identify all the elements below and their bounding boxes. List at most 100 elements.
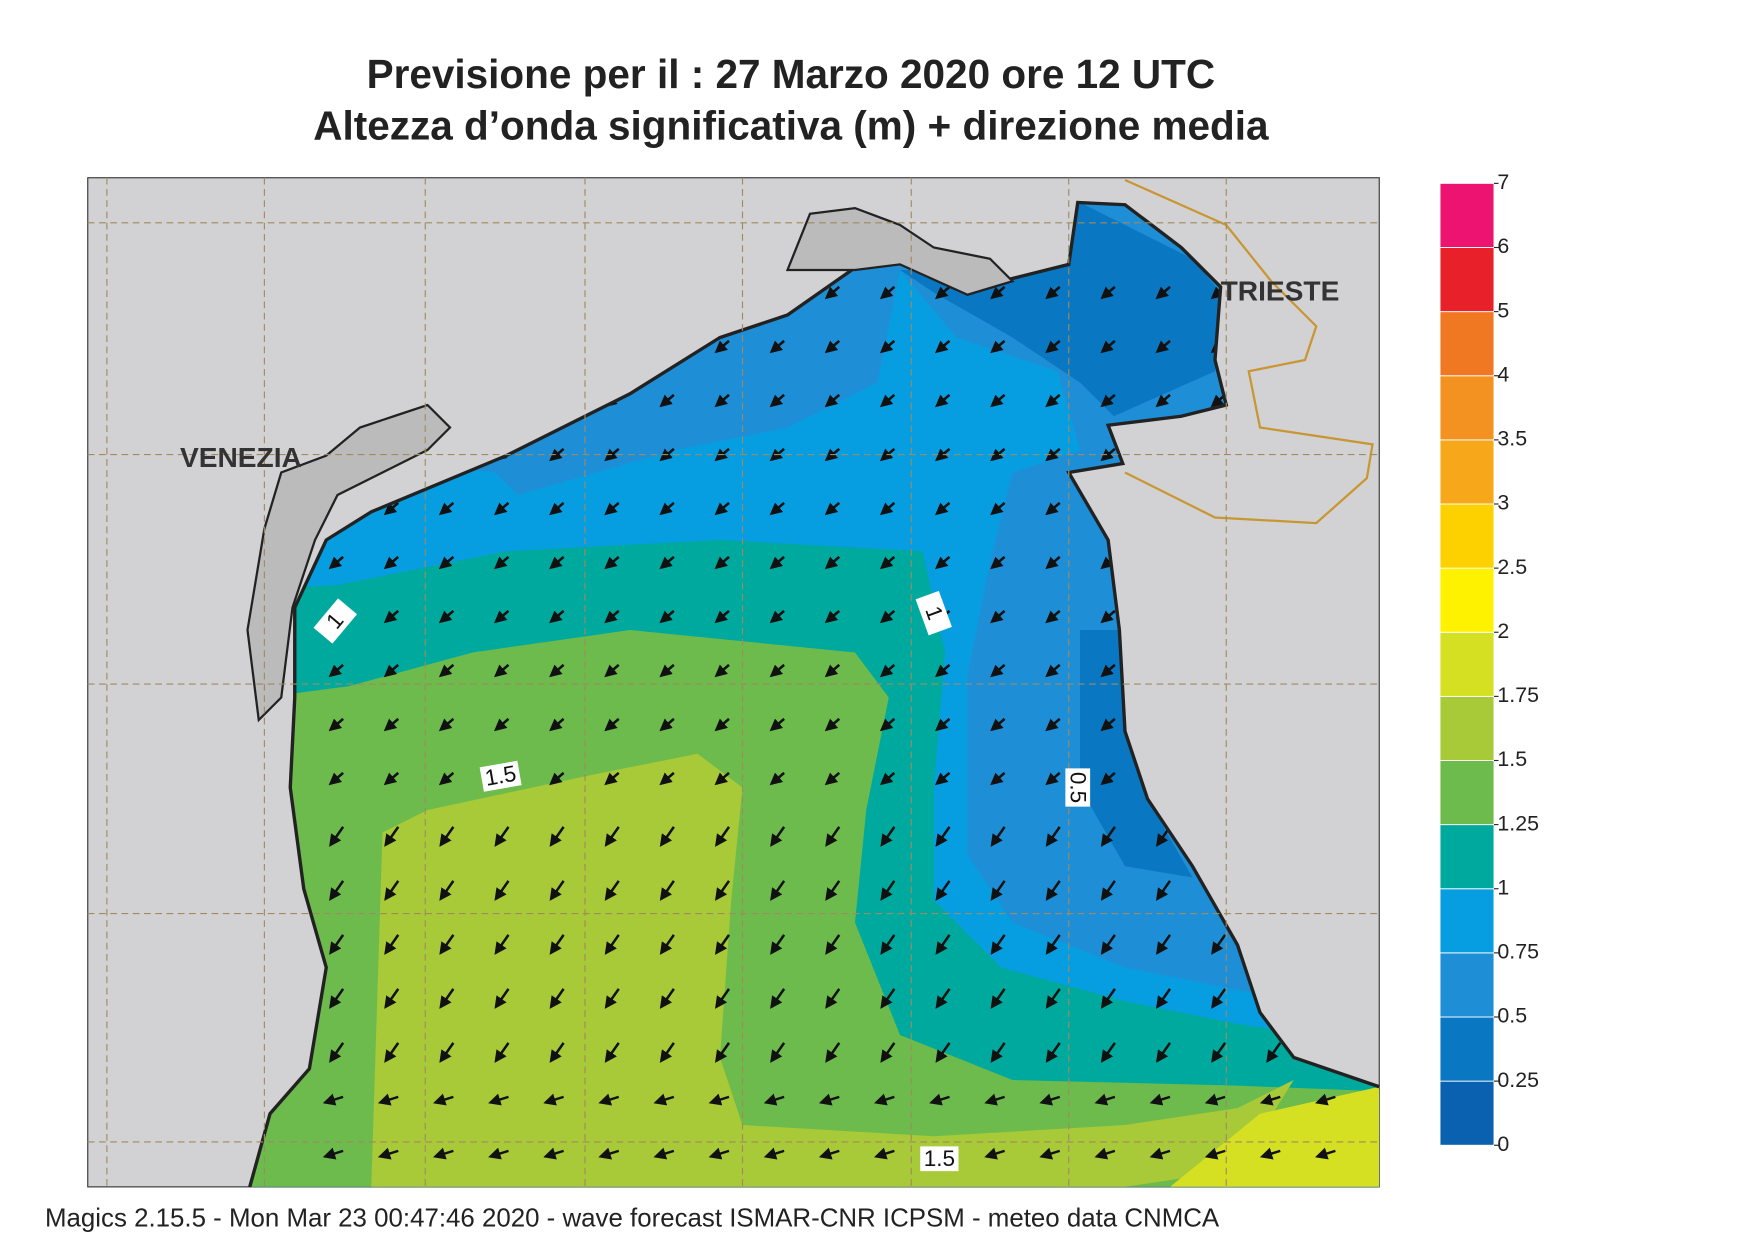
arrow	[659, 501, 675, 516]
arrow	[549, 501, 565, 516]
arrow	[714, 555, 730, 570]
arrow	[1211, 934, 1227, 955]
arrow	[990, 339, 1006, 354]
arrow	[1100, 880, 1116, 901]
colorbar-segment	[1439, 439, 1495, 505]
colorbar-tick-label: 1	[1497, 875, 1509, 899]
arrow	[984, 1147, 1005, 1160]
arrow	[770, 1042, 786, 1063]
colorbar-segment	[1439, 182, 1495, 248]
arrow	[549, 555, 565, 570]
arrow	[604, 826, 620, 847]
arrow	[329, 934, 345, 955]
contour-label: 1.5	[479, 760, 522, 792]
arrow	[769, 339, 785, 354]
arrow	[769, 609, 785, 624]
arrow	[1100, 826, 1116, 847]
colorbar-tick-label: 0.5	[1497, 1004, 1527, 1028]
label-bg	[1065, 768, 1091, 807]
arrow	[549, 880, 565, 901]
arrow	[990, 934, 1006, 955]
arrow	[879, 717, 896, 732]
arrow	[824, 393, 841, 408]
arrow	[549, 1042, 565, 1063]
arrow	[818, 1147, 840, 1160]
contour-value: 1.5	[483, 761, 518, 791]
arrow	[598, 1093, 620, 1106]
arrow	[549, 826, 565, 847]
arrow	[990, 447, 1006, 462]
arrow	[322, 1093, 344, 1106]
contour-label: 1	[313, 598, 358, 644]
label-bg	[479, 760, 522, 792]
arrow	[1149, 1093, 1171, 1106]
colorbar-tick-label: 0	[1497, 1132, 1509, 1156]
arrow	[879, 771, 896, 786]
arrow	[824, 501, 841, 516]
arrow	[1045, 501, 1061, 516]
arrow	[494, 934, 510, 955]
arrow	[935, 339, 951, 354]
arrow	[653, 1147, 675, 1160]
colorbar: 0 0.25 0.5 0.75 1 1.25 1.5 1.75 2 2.5 3 3.5 4 5 6 7	[1439, 170, 1539, 1156]
arrow	[659, 934, 675, 955]
arrow	[824, 663, 841, 678]
arrow	[384, 934, 400, 955]
arrow	[494, 555, 510, 570]
arrow	[1045, 771, 1061, 786]
arrow	[769, 555, 785, 570]
arrow	[935, 934, 951, 955]
arrow	[714, 826, 731, 847]
arrow	[990, 717, 1006, 732]
coastline	[248, 200, 1380, 1188]
arrow	[763, 1147, 785, 1160]
arrow	[879, 501, 896, 516]
arrow	[383, 717, 400, 732]
arrow	[604, 771, 620, 786]
arrow	[604, 501, 620, 516]
arrow	[438, 771, 455, 786]
contour-labels: 1 1 1.5 0.5 1.5	[313, 590, 1091, 1172]
colorbar-tick-label: 4	[1497, 362, 1509, 386]
arrow	[879, 393, 896, 408]
arrow	[604, 609, 620, 624]
colorbar-segment	[1439, 247, 1495, 313]
arrow	[1100, 1042, 1116, 1063]
arrow	[935, 393, 951, 408]
arrow	[383, 501, 400, 516]
arrow	[824, 339, 841, 354]
arrow	[439, 880, 455, 901]
arrow	[1100, 663, 1116, 678]
arrow	[1100, 988, 1116, 1009]
arrow	[1045, 555, 1061, 570]
arrow	[990, 880, 1006, 901]
arrow	[990, 609, 1006, 624]
arrow	[824, 555, 841, 570]
arrow	[384, 1042, 400, 1063]
contour-value: 0.5	[1066, 772, 1091, 803]
arrow	[494, 1042, 510, 1063]
arrow	[329, 988, 345, 1009]
arrow	[494, 717, 510, 732]
arrow	[769, 501, 785, 516]
arrow	[929, 1093, 950, 1106]
arrow	[549, 663, 565, 678]
arrow	[383, 609, 400, 624]
arrow	[1045, 934, 1061, 955]
arrow	[935, 988, 951, 1009]
arrow	[769, 663, 785, 678]
arrow	[1045, 663, 1061, 678]
arrow	[653, 1093, 675, 1106]
colorbar-segment	[1439, 760, 1495, 826]
arrow	[439, 826, 455, 847]
arrow	[1204, 1147, 1226, 1160]
arrow	[1100, 447, 1116, 462]
arrow	[990, 285, 1006, 300]
arrow	[438, 717, 455, 732]
colorbar-segment	[1439, 631, 1495, 697]
arrow	[770, 934, 786, 955]
arrow	[1155, 988, 1172, 1009]
arrow	[1045, 447, 1061, 462]
